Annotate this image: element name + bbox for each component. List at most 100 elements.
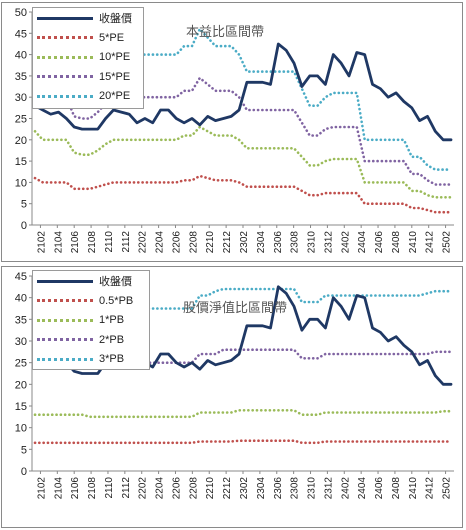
- legend-label: 0.5*PB: [99, 294, 134, 307]
- pb-chart-legend: 收盤價 0.5*PB 1*PB 2*PB 3*PB: [32, 270, 150, 370]
- x-tick-label: 2112: [121, 231, 132, 253]
- x-tick-label: 2412: [425, 477, 436, 500]
- x-tick-label: 2310: [307, 477, 318, 500]
- series-line-3: [33, 348, 453, 364]
- x-tick-label: 2212: [222, 231, 233, 254]
- x-tick-label: 2102: [36, 231, 47, 254]
- legend-swatch: [37, 36, 93, 39]
- legend-item: 2*PB: [37, 332, 124, 348]
- legend-swatch: [37, 16, 93, 20]
- y-tick-label: 15: [15, 401, 27, 413]
- series-line-2: [33, 125, 453, 199]
- x-tick-label: 2306: [273, 477, 284, 500]
- legend-label: 10*PE: [99, 51, 131, 63]
- y-tick-label: 30: [15, 336, 27, 348]
- legend-swatch: [37, 94, 93, 98]
- legend-swatch: [37, 299, 93, 302]
- series-line-4: [33, 287, 453, 310]
- series-line-1: [33, 439, 453, 445]
- legend-item: 0.5*PB: [37, 293, 133, 309]
- legend-label: 收盤價: [99, 276, 132, 288]
- legend-item: 15*PE: [37, 69, 130, 85]
- x-tick-label: 2310: [307, 231, 318, 254]
- y-tick-label: 45: [15, 28, 27, 40]
- legend-swatch: [37, 279, 93, 283]
- x-tick-label: 2208: [188, 231, 199, 254]
- x-tick-label: 2302: [239, 231, 250, 254]
- x-tick-label: 2410: [408, 231, 419, 254]
- x-tick-label: 2312: [323, 477, 334, 500]
- y-tick-label: 25: [15, 358, 27, 370]
- chart-title: 股價淨值比區間帶: [183, 300, 287, 316]
- x-tick-label: 2408: [391, 477, 402, 500]
- pe-chart-legend: 收盤價 5*PE 10*PE 15*PE 20*PE: [32, 7, 144, 109]
- x-tick-label: 2110: [104, 477, 115, 499]
- x-tick-label: 2208: [188, 477, 199, 500]
- legend-label: 3*PB: [99, 353, 125, 365]
- y-tick-label: 0: [21, 220, 27, 232]
- x-tick-label: 2202: [138, 477, 149, 500]
- legend-swatch: [37, 357, 93, 361]
- x-tick-label: 2204: [155, 477, 166, 500]
- legend-label: 2*PB: [99, 333, 125, 346]
- legend-item: 5*PE: [37, 30, 124, 46]
- x-tick-label: 2412: [425, 231, 436, 254]
- legend-label: 1*PB: [99, 314, 125, 326]
- x-tick-label: 2108: [87, 477, 98, 500]
- x-tick-label: 2206: [171, 231, 182, 254]
- x-tick-label: 2202: [138, 231, 149, 254]
- x-tick-label: 2104: [53, 231, 64, 254]
- series-line-4: [33, 27, 453, 171]
- legend-label: 20*PE: [99, 90, 131, 102]
- x-tick-label: 2312: [323, 231, 334, 254]
- x-tick-label: 2106: [70, 231, 81, 254]
- y-tick-label: 5: [21, 199, 27, 211]
- legend-item: 3*PB: [37, 351, 124, 367]
- y-tick-label: 25: [15, 114, 27, 126]
- x-tick-label: 2306: [273, 231, 284, 254]
- x-tick-label: 2108: [87, 231, 98, 254]
- x-tick-label: 2302: [239, 477, 250, 500]
- x-tick-label: 2102: [36, 477, 47, 500]
- y-tick-label: 5: [21, 444, 27, 456]
- y-tick-label: 40: [15, 50, 27, 62]
- legend-label: 5*PE: [99, 31, 125, 44]
- y-tick-label: 35: [15, 71, 27, 83]
- y-tick-label: 20: [15, 135, 27, 147]
- x-tick-label: 2210: [205, 231, 216, 254]
- x-tick-label: 2104: [53, 477, 64, 500]
- x-tick-label: 2308: [290, 231, 301, 254]
- x-tick-label: 2502: [442, 231, 453, 254]
- x-tick-label: 2402: [340, 231, 351, 254]
- x-tick-label: 2212: [222, 477, 233, 500]
- legend-label: 15*PE: [99, 70, 131, 83]
- legend-swatch: [37, 338, 93, 341]
- x-tick-label: 2204: [155, 231, 166, 254]
- y-tick-label: 0: [21, 466, 27, 478]
- legend-item: 收盤價: [37, 273, 132, 289]
- x-tick-label: 2308: [290, 477, 301, 500]
- pe-band-chart-panel: 0 5 10 15 20 25 30 35 40 45 50 2102 2104 2106 2108 2110…: [1, 2, 463, 262]
- x-tick-label: 2406: [374, 231, 385, 254]
- legend-swatch: [37, 55, 93, 59]
- y-tick-label: 35: [15, 314, 27, 326]
- x-tick-label: 2110: [104, 231, 115, 253]
- y-tick-label: 20: [15, 379, 27, 391]
- x-tick-label: 2304: [256, 477, 267, 500]
- series-line-1: [33, 174, 453, 214]
- y-tick-label: 10: [15, 177, 27, 189]
- series-line-0: [33, 42, 453, 142]
- legend-item: 10*PE: [37, 49, 130, 65]
- legend-item: 20*PE: [37, 88, 130, 104]
- x-tick-label: 2406: [374, 477, 385, 500]
- y-tick-label: 40: [15, 293, 27, 305]
- legend-swatch: [37, 318, 93, 322]
- y-tick-label: 50: [15, 7, 27, 19]
- x-tick-label: 2106: [70, 477, 81, 500]
- x-tick-label: 2408: [391, 231, 402, 254]
- x-tick-label: 2404: [357, 231, 368, 254]
- pb-band-chart-panel: 0 5 10 15 20 25 30 35 40 45 2102 2104 2106 2108 2110 21…: [1, 266, 463, 528]
- series-line-2: [33, 409, 453, 419]
- y-tick-label: 30: [15, 92, 27, 104]
- y-tick-label: 10: [15, 423, 27, 435]
